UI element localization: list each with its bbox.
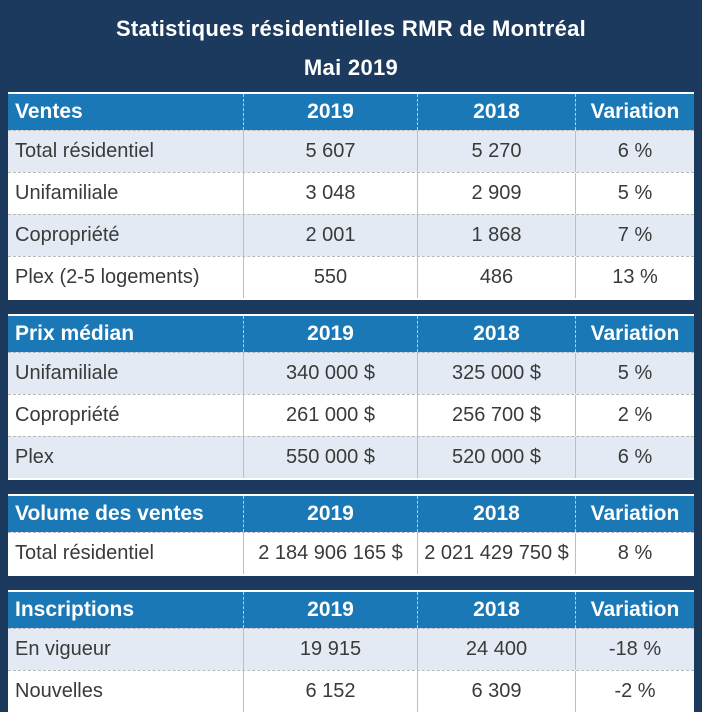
value-2019: 3 048: [243, 173, 417, 214]
col-header-variation: Variation: [575, 94, 694, 130]
section-divider: [0, 576, 702, 590]
page-subtitle: Mai 2019: [303, 54, 399, 80]
table-row: Nouvelles 6 152 6 309 -2 %: [8, 670, 694, 712]
col-header-variation: Variation: [575, 592, 694, 628]
row-label: Total résidentiel: [15, 542, 154, 564]
row-label: En vigueur: [15, 638, 111, 660]
value-2019: 5 607: [243, 131, 417, 172]
value-variation: 8 %: [575, 533, 694, 574]
section-divider: [0, 300, 702, 314]
table-row: Plex (2-5 logements) 550 486 13 %: [8, 256, 694, 298]
value-2018: 486: [417, 257, 575, 298]
value-variation: 6 %: [575, 437, 694, 478]
table-row: Copropriété 261 000 $ 256 700 $ 2 %: [8, 394, 694, 436]
table-row: Total résidentiel 5 607 5 270 6 %: [8, 130, 694, 172]
section-title: Ventes: [15, 100, 83, 123]
value-2018: 2 909: [417, 173, 575, 214]
row-label: Plex: [15, 446, 54, 468]
section-header-row: Inscriptions 2019 2018 Variation: [8, 592, 694, 628]
value-2019: 19 915: [243, 629, 417, 670]
col-header-2019: 2019: [243, 592, 417, 628]
value-2018: 256 700 $: [417, 395, 575, 436]
section-header-row: Prix médian 2019 2018 Variation: [8, 316, 694, 352]
section-title: Inscriptions: [15, 598, 135, 621]
table-row: Plex 550 000 $ 520 000 $ 6 %: [8, 436, 694, 478]
table-row: Unifamiliale 3 048 2 909 5 %: [8, 172, 694, 214]
value-variation: 13 %: [575, 257, 694, 298]
row-label: Unifamiliale: [15, 182, 119, 204]
col-header-2018: 2018: [417, 592, 575, 628]
row-label: Plex (2-5 logements): [15, 266, 200, 288]
value-variation: 2 %: [575, 395, 694, 436]
col-header-2018: 2018: [417, 316, 575, 352]
value-variation: 5 %: [575, 353, 694, 394]
value-2019: 550: [243, 257, 417, 298]
row-label: Total résidentiel: [15, 140, 154, 162]
col-header-2019: 2019: [243, 94, 417, 130]
col-header-2019: 2019: [243, 496, 417, 532]
section-title: Prix médian: [15, 322, 135, 345]
section-header-row: Ventes 2019 2018 Variation: [8, 94, 694, 130]
value-2018: 325 000 $: [417, 353, 575, 394]
value-2019: 261 000 $: [243, 395, 417, 436]
value-2019: 2 001: [243, 215, 417, 256]
section-prix-median: Prix médian 2019 2018 Variation Unifamil…: [8, 314, 694, 480]
col-header-2019: 2019: [243, 316, 417, 352]
value-2018: 2 021 429 750 $: [417, 533, 575, 574]
value-2018: 5 270: [417, 131, 575, 172]
value-2018: 24 400: [417, 629, 575, 670]
value-variation: -2 %: [575, 671, 694, 712]
value-2019: 340 000 $: [243, 353, 417, 394]
row-label: Nouvelles: [15, 680, 103, 702]
value-variation: 5 %: [575, 173, 694, 214]
section-ventes: Ventes 2019 2018 Variation Total résiden…: [8, 92, 694, 300]
section-header-row: Volume des ventes 2019 2018 Variation: [8, 496, 694, 532]
value-2018: 1 868: [417, 215, 575, 256]
section-volume-des-ventes: Volume des ventes 2019 2018 Variation To…: [8, 494, 694, 576]
value-variation: 7 %: [575, 215, 694, 256]
col-header-variation: Variation: [575, 316, 694, 352]
value-2018: 520 000 $: [417, 437, 575, 478]
table-row: Unifamiliale 340 000 $ 325 000 $ 5 %: [8, 352, 694, 394]
title-block: Statistiques résidentielles RMR de Montr…: [0, 0, 702, 92]
value-variation: 6 %: [575, 131, 694, 172]
section-title: Volume des ventes: [15, 502, 204, 525]
row-label: Copropriété: [15, 224, 120, 246]
table-row: Total résidentiel 2 184 906 165 $ 2 021 …: [8, 532, 694, 574]
value-variation: -18 %: [575, 629, 694, 670]
value-2018: 6 309: [417, 671, 575, 712]
value-2019: 550 000 $: [243, 437, 417, 478]
col-header-2018: 2018: [417, 94, 575, 130]
value-2019: 6 152: [243, 671, 417, 712]
row-label: Unifamiliale: [15, 362, 119, 384]
col-header-variation: Variation: [575, 496, 694, 532]
col-header-2018: 2018: [417, 496, 575, 532]
table-row: En vigueur 19 915 24 400 -18 %: [8, 628, 694, 670]
page-title: Statistiques résidentielles RMR de Montr…: [115, 15, 587, 41]
row-label: Copropriété: [15, 404, 120, 426]
section-inscriptions: Inscriptions 2019 2018 Variation En vigu…: [8, 590, 694, 712]
value-2019: 2 184 906 165 $: [243, 533, 417, 574]
table-row: Copropriété 2 001 1 868 7 %: [8, 214, 694, 256]
section-divider: [0, 480, 702, 494]
